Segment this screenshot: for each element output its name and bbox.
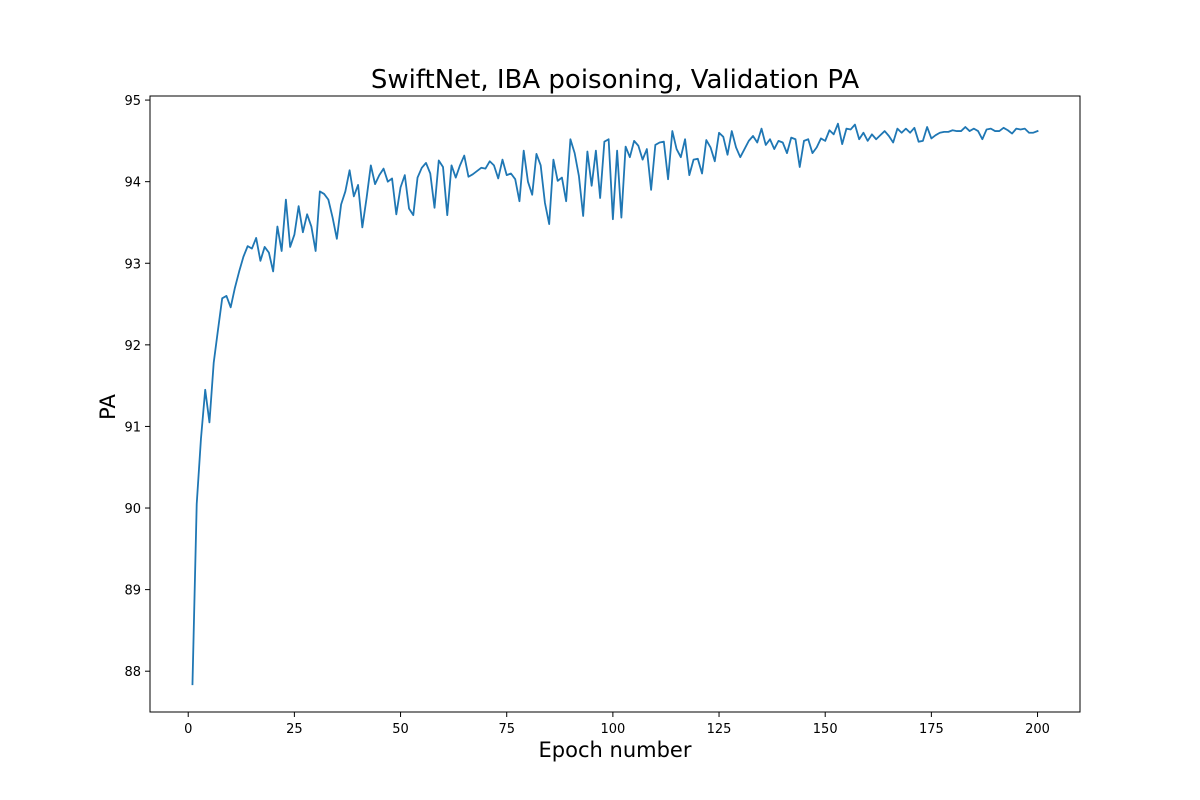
x-tick-label: 75 <box>498 722 515 737</box>
plot-area-frame <box>149 95 1081 713</box>
y-tick-label: 89 <box>124 584 141 599</box>
chart-title: SwiftNet, IBA poisoning, Validation PA <box>371 65 860 95</box>
x-tick-label: 25 <box>286 722 303 737</box>
series-line-validation-pa <box>191 122 1039 686</box>
x-tick-label: 0 <box>184 722 192 737</box>
y-tick-label: 88 <box>124 665 141 680</box>
y-tick-label: 90 <box>124 502 141 517</box>
y-tick-label: 95 <box>124 94 141 109</box>
y-axis-label: PA <box>96 394 120 420</box>
x-tick-label: 50 <box>392 722 409 737</box>
x-tick-label: 175 <box>919 722 944 737</box>
y-tick-label: 92 <box>124 339 141 354</box>
y-tick-label: 93 <box>124 257 141 272</box>
x-tick-label: 125 <box>707 722 732 737</box>
x-tick-label: 200 <box>1025 722 1050 737</box>
y-tick-label: 94 <box>124 176 141 191</box>
x-tick-label: 100 <box>600 722 625 737</box>
y-tick-label: 91 <box>124 420 141 435</box>
x-axis-label: Epoch number <box>539 738 692 762</box>
x-tick-label: 150 <box>813 722 838 737</box>
